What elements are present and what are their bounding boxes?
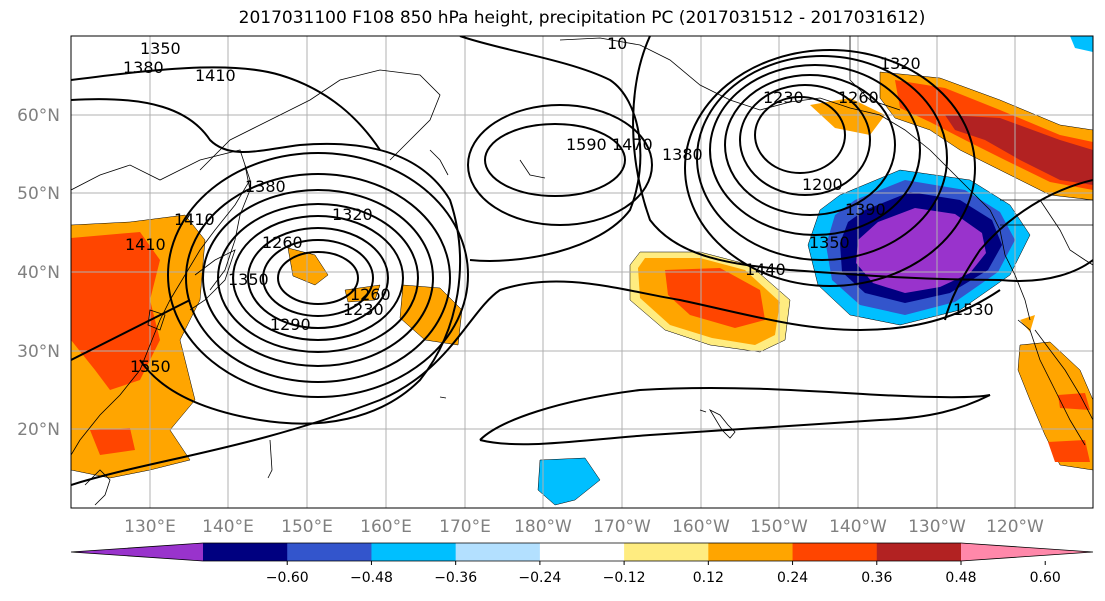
- contour-label: 1260: [350, 285, 391, 304]
- colorbar-tick-label: −0.60: [266, 570, 309, 586]
- contour-label: 1440: [745, 260, 786, 279]
- contour-label: 1470: [612, 135, 653, 154]
- contour-label: 1350: [228, 270, 269, 289]
- colorbar-swatch: [203, 543, 288, 561]
- contour-label: 1410: [195, 66, 236, 85]
- contour-label: 1380: [123, 58, 164, 77]
- colorbar-tick-label: 0.48: [945, 570, 976, 586]
- map-title: 2017031100 F108 850 hPa height, precipit…: [238, 8, 926, 28]
- lon-label: 150°W: [750, 517, 808, 537]
- colorbar-outline: [70, 542, 1094, 562]
- lat-label: 50°N: [17, 184, 60, 204]
- lon-label: 150°E: [281, 517, 333, 537]
- map-frame: [70, 35, 1094, 509]
- contour-label: 1320: [880, 54, 921, 73]
- contour-label: 1590: [566, 135, 607, 154]
- lat-label: 20°N: [17, 420, 60, 440]
- colorbar-swatch: [371, 543, 457, 561]
- lon-label: 170°E: [439, 517, 491, 537]
- colorbar-tick-label: 0.36: [861, 570, 892, 586]
- contour-label: 1530: [953, 300, 994, 319]
- colorbar-tick-label: 0.12: [693, 570, 724, 586]
- contour-label: 1230: [343, 300, 384, 319]
- contour-label: 1350: [140, 39, 181, 58]
- lon-label: 160°W: [672, 517, 730, 537]
- map-area: 1350 1380 1410 10 1320 1230 1260 1590 14…: [71, 34, 1093, 508]
- contour-label: 1260: [838, 88, 879, 107]
- colorbar-swatch: [287, 543, 372, 561]
- contour-labels: 1350 1380 1410 10 1320 1230 1260 1590 14…: [123, 34, 994, 376]
- contour-label: 1410: [174, 210, 215, 229]
- colorbar-tick-label: 0.24: [777, 570, 808, 586]
- colorbar-swatch: [624, 543, 709, 561]
- contour-label: 1260: [262, 233, 303, 252]
- colorbar: −0.60 −0.48 −0.36 −0.24 −0.12 0.12 0.24 0.36 0.4…: [70, 542, 1094, 586]
- lon-label: 140°E: [202, 517, 254, 537]
- contour-label: 1410: [125, 235, 166, 254]
- contour-label: 1380: [662, 145, 703, 164]
- colorbar-extend-max: [961, 543, 1093, 561]
- coastlines: [71, 36, 1093, 506]
- lon-labels: 130°E 140°E 150°E 160°E 170°E 180°W 170°…: [124, 517, 1044, 537]
- contour-label: 1380: [245, 177, 286, 196]
- colorbar-swatch: [708, 543, 794, 561]
- lat-label: 60°N: [17, 106, 60, 126]
- lon-label: 180°W: [514, 517, 572, 537]
- contour-label: 1290: [270, 315, 311, 334]
- contour-label: 1200: [802, 175, 843, 194]
- colorbar-tick-label: −0.48: [350, 570, 393, 586]
- colorbar-tick-label: 0.60: [1030, 570, 1061, 586]
- colorbar-swatch: [876, 543, 962, 561]
- lon-label: 170°W: [593, 517, 651, 537]
- contour-label: 1320: [332, 205, 373, 224]
- contour-label: 1390: [845, 200, 886, 219]
- colorbar-swatch: [792, 543, 878, 561]
- colorbar-tick-label: −0.36: [434, 570, 477, 586]
- colorbar-swatch: [455, 543, 541, 561]
- lon-label: 160°E: [360, 517, 412, 537]
- height-contours: [71, 36, 1093, 486]
- lon-label: 140°W: [829, 517, 887, 537]
- colorbar-swatch: [539, 543, 625, 561]
- colorbar-tick-label: −0.24: [518, 570, 561, 586]
- lon-label: 120°W: [986, 517, 1044, 537]
- lat-label: 40°N: [17, 263, 60, 283]
- contour-label: 10: [607, 34, 627, 53]
- contour-label: 1550: [130, 357, 171, 376]
- contour-label: 1230: [763, 88, 804, 107]
- lon-label: 130°W: [908, 517, 966, 537]
- contour-label: 1350: [809, 233, 850, 252]
- colorbar-tick-label: −0.12: [603, 570, 646, 586]
- lon-label: 130°E: [124, 517, 176, 537]
- colorbar-extend-min: [71, 543, 203, 561]
- lat-labels: 60°N 50°N 40°N 30°N 20°N: [17, 106, 60, 440]
- lat-label: 30°N: [17, 342, 60, 362]
